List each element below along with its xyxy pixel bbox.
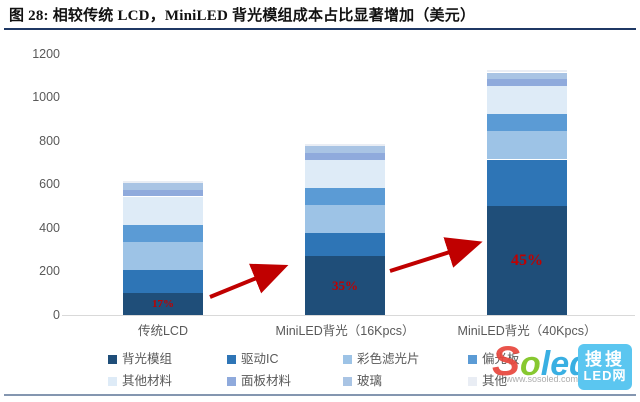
legend-swatch-icon <box>343 355 352 364</box>
bar-segment-其他 <box>123 181 203 184</box>
legend-item-背光模组: 背光模组 <box>108 348 172 366</box>
bar-segment-背光模组 <box>305 256 385 315</box>
bar-segment-偏光板 <box>305 187 385 206</box>
x-axis-category-label: 传统LCD <box>137 324 188 338</box>
bar-segment-其他材料 <box>487 85 567 114</box>
legend-swatch-icon <box>227 377 236 386</box>
y-axis-tick-label: 1200 <box>32 46 60 61</box>
bar-segment-面板材料 <box>305 153 385 160</box>
bar-segment-玻璃 <box>305 146 385 153</box>
bar-percentage-label: 35% <box>332 277 358 293</box>
y-axis-tick-label: 200 <box>39 264 60 278</box>
legend-item-其他材料: 其他材料 <box>108 370 172 388</box>
legend-swatch-icon <box>108 355 117 364</box>
legend-label: 背光模组 <box>122 352 173 366</box>
legend-label: 彩色滤光片 <box>357 352 420 366</box>
bar-segment-彩色滤光片 <box>305 205 385 234</box>
bar-segment-偏光板 <box>123 224 203 243</box>
legend-label: 其他 <box>482 374 508 388</box>
legend-swatch-icon <box>343 377 352 386</box>
watermark-logo-led: led <box>540 345 590 383</box>
bar-segment-其他 <box>305 144 385 147</box>
watermark-badge-text-2: LED网 <box>583 368 627 384</box>
bar-percentage-label: 17% <box>152 298 174 311</box>
legend-label: 玻璃 <box>357 374 383 388</box>
x-axis-category-label: MiniLED背光（16Kpcs） <box>275 324 415 338</box>
x-axis-category-label: MiniLED背光（40Kpcs） <box>457 324 597 338</box>
bar-segment-其他材料 <box>305 159 385 188</box>
bar-segment-面板材料 <box>123 189 203 197</box>
figure-title: 图 28: 相较传统 LCD，MiniLED 背光模组成本占比显著增加（美元） <box>9 8 476 24</box>
bar-segment-驱动IC <box>487 159 567 207</box>
bar-segment-其他 <box>487 70 567 73</box>
legend-item-面板材料: 面板材料 <box>227 370 291 388</box>
legend-item-玻璃: 玻璃 <box>343 370 382 388</box>
y-axis-tick-label: 800 <box>39 133 60 148</box>
legend-item-偏光板: 偏光板 <box>468 348 520 366</box>
legend-item-彩色滤光片: 彩色滤光片 <box>343 348 420 366</box>
watermark-logo-o: o <box>520 345 541 383</box>
title-divider <box>4 28 636 30</box>
watermark-badge: 搜搜 LED网 <box>578 344 632 390</box>
legend-swatch-icon <box>108 377 117 386</box>
y-axis-tick-label: 400 <box>39 220 60 235</box>
bar-segment-彩色滤光片 <box>487 131 567 160</box>
bar-segment-彩色滤光片 <box>123 242 203 271</box>
legend-label: 驱动IC <box>241 352 279 366</box>
legend-item-其他: 其他 <box>468 370 507 388</box>
legend-item-驱动IC: 驱动IC <box>227 348 279 366</box>
legend-label: 其他材料 <box>122 374 173 388</box>
y-axis-tick-label: 1000 <box>32 90 60 104</box>
bar-segment-背光模组 <box>487 206 567 316</box>
bar-segment-驱动IC <box>123 270 203 294</box>
bar-segment-其他材料 <box>123 196 203 225</box>
bar-segment-背光模组 <box>123 293 203 316</box>
trend-arrow <box>389 237 483 273</box>
trend-arrow <box>209 263 289 299</box>
legend-swatch-icon <box>227 355 236 364</box>
watermark-url: www.sosoled.com <box>506 374 579 384</box>
y-axis-tick-label: 0 <box>53 307 60 322</box>
bar-segment-驱动IC <box>305 233 385 257</box>
bar-segment-面板材料 <box>487 79 567 86</box>
bar-segment-玻璃 <box>487 72 567 79</box>
legend-swatch-icon <box>468 377 477 386</box>
legend-swatch-icon <box>468 355 477 364</box>
bottom-divider <box>4 394 636 396</box>
legend-label: 面板材料 <box>241 374 292 388</box>
bar-segment-玻璃 <box>123 183 203 190</box>
bar-segment-偏光板 <box>487 113 567 132</box>
legend-label: 偏光板 <box>482 352 520 366</box>
x-axis-line <box>62 315 635 316</box>
bar-percentage-label: 45% <box>511 251 543 269</box>
watermark-badge-text-1: 搜搜 <box>585 349 625 369</box>
y-axis-tick-label: 600 <box>39 177 60 191</box>
